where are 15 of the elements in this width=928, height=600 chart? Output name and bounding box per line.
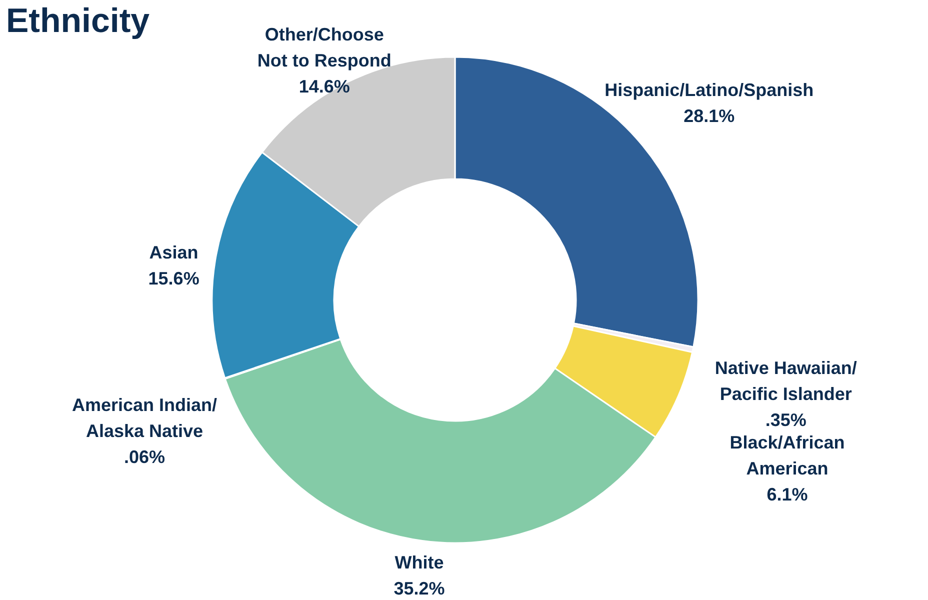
chart-title: Ethnicity — [6, 2, 150, 41]
slice-label: White — [394, 552, 444, 573]
slice-label: Asian — [149, 242, 198, 263]
data-label: 6.1% — [766, 484, 808, 505]
slice-label: Black/African American — [730, 432, 845, 479]
data-label: 15.6% — [148, 268, 200, 289]
slice-label: Hispanic/Latino/Spanish — [604, 80, 814, 100]
slice-label: Native Hawaiian/Pacific Islander — [714, 358, 857, 404]
data-label: .35% — [765, 410, 806, 430]
slice-label: American Indian/Alaska Native — [72, 394, 218, 441]
data-label: 14.6% — [298, 76, 350, 96]
data-label: 28.1% — [684, 106, 735, 126]
data-label: 35.2% — [394, 578, 445, 599]
data-label: .06% — [124, 446, 166, 467]
slice-label: Other/Choose Not to Respond — [257, 24, 392, 70]
